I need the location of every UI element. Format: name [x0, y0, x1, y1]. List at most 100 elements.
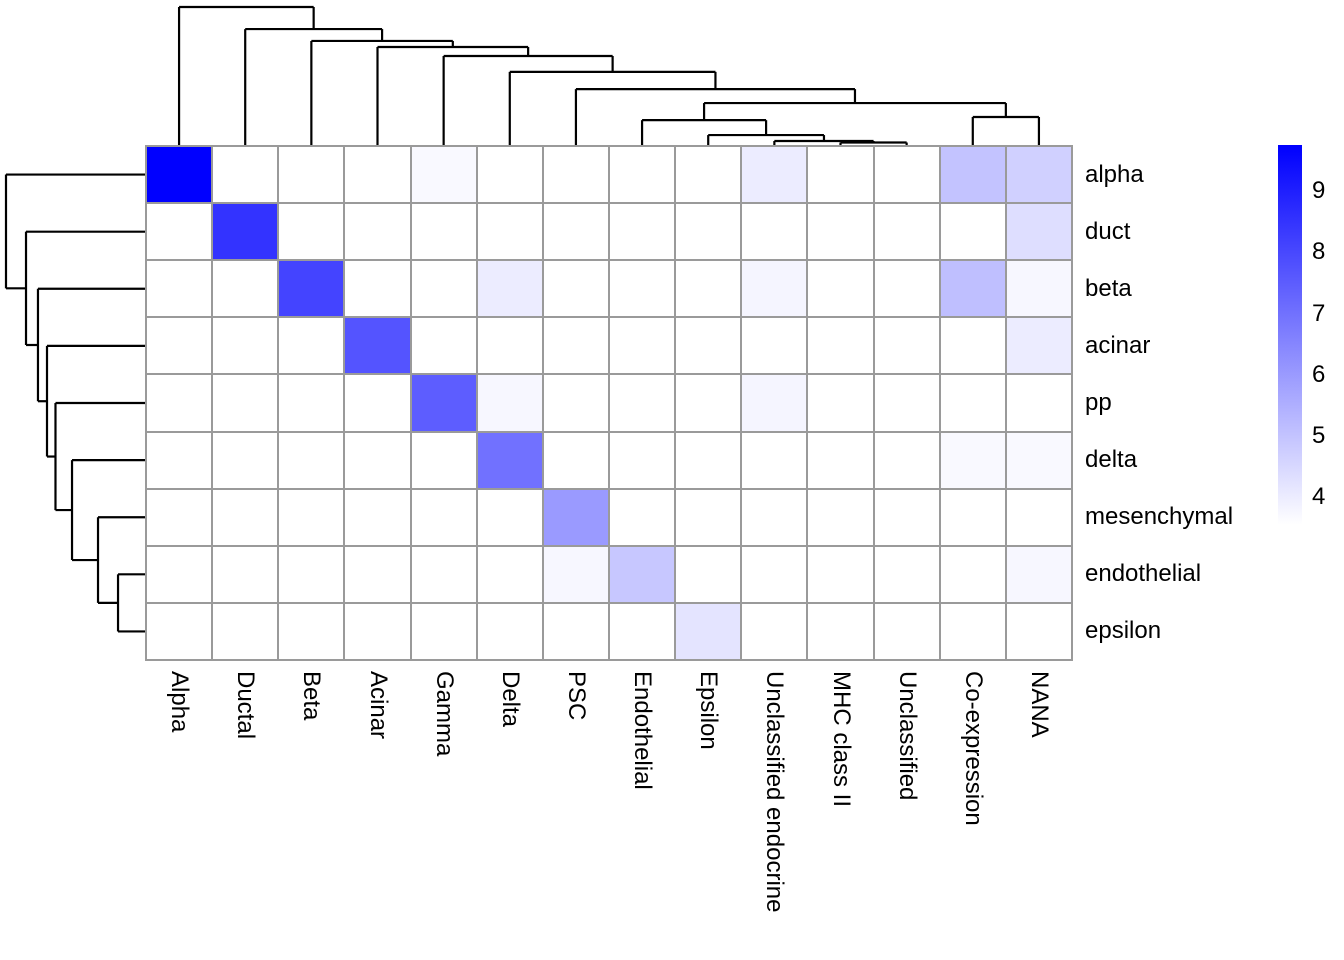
heatmap-cell [147, 603, 212, 659]
heatmap-cell [742, 489, 807, 545]
heatmap-cell [345, 318, 410, 374]
heatmap-cell [543, 147, 608, 203]
heatmap-cell [213, 147, 278, 203]
color-legend-bar [1278, 145, 1302, 525]
heatmap-cell [874, 261, 939, 317]
heatmap-cell [808, 489, 873, 545]
heatmap-cell [147, 204, 212, 260]
heatmap-cell [610, 375, 675, 431]
heatmap-cell [477, 204, 542, 260]
heatmap-cell [279, 489, 344, 545]
heatmap-cell [345, 489, 410, 545]
column-label: Acinar [364, 671, 392, 740]
heatmap-cell [279, 375, 344, 431]
heatmap-cell [1006, 375, 1071, 431]
heatmap-cell [1006, 489, 1071, 545]
row-label: acinar [1085, 331, 1151, 359]
heatmap-cell [1006, 603, 1071, 659]
heatmap-cell [676, 375, 741, 431]
legend-tick-label: 7 [1312, 299, 1326, 327]
heatmap-cell [345, 546, 410, 602]
heatmap-cell [411, 147, 476, 203]
heatmap-cell [213, 261, 278, 317]
heatmap-cell [676, 603, 741, 659]
column-label: Endothelial [629, 671, 657, 790]
heatmap-cell [345, 261, 410, 317]
heatmap-cell [1006, 546, 1071, 602]
heatmap-cell [940, 489, 1005, 545]
heatmap-cell [610, 432, 675, 488]
heatmap-cell [279, 432, 344, 488]
heatmap-cell [147, 546, 212, 602]
heatmap-cell [874, 204, 939, 260]
row-label: epsilon [1085, 617, 1162, 645]
legend-tick-label: 9 [1312, 176, 1326, 204]
column-label: Gamma [430, 671, 458, 757]
heatmap-cell [543, 261, 608, 317]
legend-tick-label: 5 [1312, 422, 1326, 450]
heatmap-cell [874, 603, 939, 659]
heatmap-cell [543, 603, 608, 659]
row-label: delta [1085, 446, 1138, 474]
heatmap-cell [477, 432, 542, 488]
heatmap-cell [279, 603, 344, 659]
heatmap-cell [147, 318, 212, 374]
heatmap-cell [742, 261, 807, 317]
heatmap-cell [345, 603, 410, 659]
row-dendrogram [4, 173, 145, 633]
heatmap-cell [610, 489, 675, 545]
heatmap-cell [147, 432, 212, 488]
row-label: alpha [1085, 160, 1144, 188]
heatmap-cell [940, 261, 1005, 317]
heatmap-cell [411, 603, 476, 659]
heatmap-cell [477, 318, 542, 374]
heatmap-cell [345, 432, 410, 488]
legend-tick-label: 8 [1312, 238, 1326, 266]
column-label: Epsilon [695, 671, 723, 750]
heatmap-cell [874, 318, 939, 374]
heatmap-cell [279, 204, 344, 260]
heatmap-cell [610, 546, 675, 602]
heatmap-cell [411, 318, 476, 374]
heatmap-cell [1006, 318, 1071, 374]
heatmap-cell [543, 546, 608, 602]
heatmap-cell [874, 147, 939, 203]
heatmap-cell [940, 204, 1005, 260]
heatmap-cell [676, 318, 741, 374]
heatmap-cell [940, 318, 1005, 374]
heatmap-cell [1006, 147, 1071, 203]
heatmap-cell [1006, 261, 1071, 317]
heatmap-cell [213, 489, 278, 545]
column-dendrogram [177, 5, 1041, 145]
heatmap-cell [213, 603, 278, 659]
heatmap-cell [874, 489, 939, 545]
heatmap-cell [543, 318, 608, 374]
heatmap-cell [477, 375, 542, 431]
heatmap-cell [213, 546, 278, 602]
heatmap-cell [676, 204, 741, 260]
heatmap-cell [742, 318, 807, 374]
heatmap-cell [213, 432, 278, 488]
heatmap-cell [1006, 432, 1071, 488]
heatmap-cell [147, 261, 212, 317]
heatmap-cell [147, 489, 212, 545]
heatmap-cell [742, 204, 807, 260]
heatmap-cell [808, 603, 873, 659]
heatmap-cell [543, 375, 608, 431]
heatmap-cell [477, 261, 542, 317]
column-label: Delta [496, 671, 524, 728]
heatmap-cell [676, 546, 741, 602]
heatmap-cell [147, 375, 212, 431]
heatmap-cell [411, 204, 476, 260]
heatmap-cell [279, 546, 344, 602]
heatmap-cell [808, 432, 873, 488]
heatmap-cell [874, 375, 939, 431]
heatmap-cell [411, 489, 476, 545]
heatmap-cell [940, 432, 1005, 488]
column-label: Alpha [166, 671, 194, 733]
heatmap-cell [411, 375, 476, 431]
heatmap-grid [145, 145, 1073, 661]
heatmap-cell [213, 375, 278, 431]
heatmap-cell [808, 147, 873, 203]
heatmap-cell [742, 546, 807, 602]
